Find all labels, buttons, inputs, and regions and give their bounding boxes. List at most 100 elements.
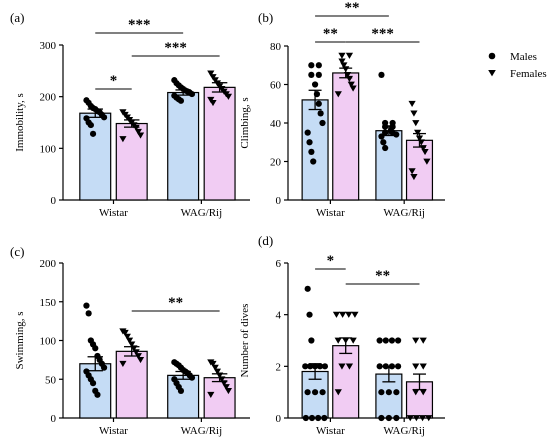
- data-point-circle: [388, 337, 396, 344]
- legend-marker-circle: [488, 52, 496, 60]
- y-tick-label: 4: [276, 310, 282, 322]
- significance-label: ***: [371, 26, 394, 42]
- data-point-circle: [177, 387, 185, 394]
- data-point-triangle: [345, 52, 354, 59]
- data-point-circle: [315, 71, 322, 78]
- data-point-circle: [94, 391, 101, 398]
- data-point-triangle: [339, 311, 347, 318]
- data-point-circle: [308, 62, 315, 69]
- data-point-circle: [89, 130, 97, 137]
- data-point-circle: [308, 414, 316, 422]
- data-point-triangle: [340, 62, 348, 69]
- data-point-triangle: [425, 415, 433, 422]
- bar-females-1: [203, 377, 236, 419]
- y-axis-label: Swimming, s: [14, 311, 26, 369]
- data-point-triangle: [211, 77, 219, 84]
- x-tick-label: WAG/Rij: [383, 207, 425, 219]
- data-point-circle: [311, 81, 319, 88]
- data-point-triangle: [419, 337, 427, 344]
- data-point-triangle: [349, 85, 357, 92]
- y-tick-label: 20: [270, 157, 282, 169]
- data-point-triangle: [488, 69, 496, 77]
- y-tick-label: 80: [270, 41, 282, 53]
- data-point-triangle: [412, 415, 421, 422]
- data-point-triangle: [213, 368, 222, 375]
- data-point-circle: [315, 414, 322, 422]
- bar-females-0: [332, 345, 360, 419]
- data-point-circle: [380, 139, 387, 146]
- significance-label: **: [323, 26, 338, 42]
- data-point-triangle: [334, 337, 342, 344]
- legend-label: Females: [510, 68, 547, 80]
- data-point-circle: [306, 311, 313, 318]
- y-axis-label: Number of dives: [239, 304, 251, 378]
- significance-label: **: [375, 268, 390, 284]
- data-point-triangle: [347, 81, 355, 88]
- x-tick-label: WAG/Rij: [181, 425, 223, 437]
- data-point-triangle: [334, 389, 342, 396]
- data-point-circle: [395, 337, 402, 344]
- data-point-triangle: [332, 311, 341, 318]
- data-point-triangle: [419, 363, 427, 370]
- data-point-triangle: [222, 384, 230, 391]
- data-point-circle: [310, 158, 317, 165]
- data-point-triangle: [209, 360, 217, 367]
- panel-a: (a) 0 100 200 300 Immobility, s Wistar WAG/Rij *…: [10, 10, 250, 219]
- y-tick-label: 300: [40, 40, 57, 52]
- panel-label: (d): [258, 233, 273, 248]
- data-point-triangle: [136, 356, 145, 364]
- data-point-triangle: [338, 52, 346, 59]
- data-point-circle: [378, 71, 385, 78]
- y-tick-label: 50: [45, 374, 57, 386]
- data-point-circle: [302, 414, 309, 422]
- data-point-triangle: [207, 391, 215, 398]
- data-point-triangle: [412, 337, 420, 344]
- data-point-triangle: [119, 136, 127, 143]
- data-point-triangle: [224, 387, 233, 395]
- data-point-circle: [395, 363, 402, 370]
- data-point-triangle: [410, 110, 418, 117]
- data-point-triangle: [123, 333, 131, 340]
- data-point-triangle: [338, 363, 346, 370]
- data-point-triangle: [419, 389, 427, 396]
- data-point-circle: [304, 285, 311, 292]
- bar-males-1: [167, 91, 200, 201]
- data-point-circle: [307, 363, 314, 370]
- data-point-triangle: [209, 74, 217, 81]
- data-point-triangle: [410, 174, 418, 181]
- data-point-circle: [393, 389, 400, 396]
- y-tick-label: 100: [40, 336, 57, 348]
- x-tick-label: WAG/Rij: [383, 425, 425, 437]
- y-tick-label: 150: [40, 297, 57, 309]
- data-point-triangle: [209, 99, 217, 107]
- data-point-circle: [376, 363, 383, 370]
- y-tick-label: 40: [270, 118, 282, 130]
- data-point-circle: [308, 71, 315, 78]
- data-point-circle: [177, 97, 185, 104]
- y-tick-label: 0: [276, 413, 282, 425]
- data-point-triangle: [418, 415, 427, 422]
- data-point-circle: [382, 337, 389, 344]
- x-tick-label: Wistar: [99, 207, 128, 219]
- data-point-circle: [315, 62, 322, 69]
- panel-label: (c): [10, 244, 24, 259]
- legend-label: Males: [510, 51, 537, 63]
- panel-label: (a): [10, 10, 24, 25]
- bar-males-0: [79, 112, 112, 201]
- data-point-circle: [376, 337, 383, 344]
- data-point-circle: [385, 389, 392, 396]
- data-point-circle: [321, 414, 328, 422]
- data-point-circle: [319, 389, 326, 396]
- bar-males-0: [301, 99, 329, 201]
- data-point-triangle: [345, 311, 353, 318]
- panel-c: (c) 0 50 100 150 200 Swimming, s Wistar WAG/Rij *…: [10, 244, 250, 437]
- bar-males-1: [167, 374, 200, 419]
- data-point-circle: [302, 363, 309, 370]
- bar-females-1: [203, 86, 236, 201]
- data-point-triangle: [224, 93, 233, 100]
- x-tick-label: WAG/Rij: [181, 207, 223, 219]
- data-point-triangle: [132, 124, 140, 131]
- data-point-triangle: [136, 132, 145, 139]
- data-point-circle: [304, 389, 311, 396]
